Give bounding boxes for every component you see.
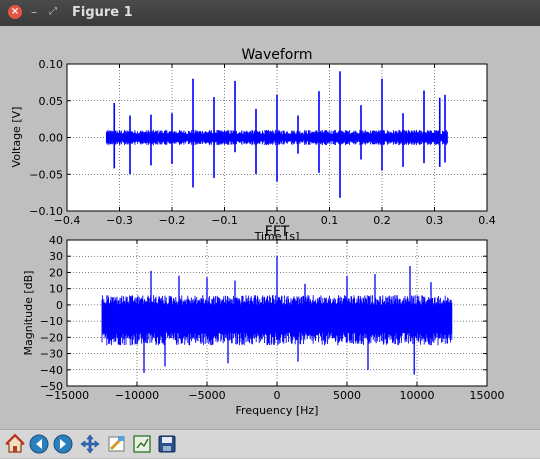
y-tick-label: 0.00 bbox=[39, 132, 64, 145]
fft-series bbox=[101, 256, 453, 375]
y-tick-label: 20 bbox=[49, 266, 63, 279]
y-tick-label: 30 bbox=[49, 250, 63, 263]
subplots-button[interactable] bbox=[131, 433, 153, 455]
home-button[interactable] bbox=[4, 433, 26, 455]
waveform-series bbox=[105, 71, 448, 198]
title-bar: × – ⤢ Figure 1 bbox=[0, 0, 540, 27]
y-tick-label: −30 bbox=[40, 348, 63, 361]
back-button[interactable] bbox=[28, 433, 50, 455]
waveform-ylabel: Voltage [V] bbox=[10, 107, 23, 168]
x-tick-label: −0.4 bbox=[54, 214, 81, 227]
pan-icon bbox=[80, 434, 100, 454]
forward-arrow-icon bbox=[53, 434, 73, 454]
maximize-button[interactable]: ⤢ bbox=[49, 6, 57, 17]
navigation-toolbar bbox=[0, 429, 540, 458]
y-tick-label: 0.10 bbox=[39, 58, 64, 71]
y-tick-label: −40 bbox=[40, 364, 63, 377]
y-tick-label: 0.05 bbox=[39, 95, 64, 108]
close-button[interactable]: × bbox=[8, 5, 22, 19]
x-tick-label: 0.3 bbox=[426, 214, 444, 227]
waveform-axes: −0.4 −0.3 −0.2 −0.1 0.0 0.1 0.2 0.3 0.4 0.10 0.05 0… bbox=[10, 47, 496, 243]
minimize-button[interactable]: – bbox=[31, 5, 37, 19]
x-tick-label: −0.1 bbox=[211, 214, 238, 227]
window-title: Figure 1 bbox=[72, 5, 133, 20]
y-tick-label: −10 bbox=[40, 315, 63, 328]
save-button[interactable] bbox=[156, 433, 178, 455]
save-icon bbox=[158, 435, 176, 453]
x-tick-label: 0.4 bbox=[478, 214, 496, 227]
y-tick-label: −0.05 bbox=[29, 168, 63, 181]
back-arrow-icon bbox=[29, 434, 49, 454]
configure-subplots-icon bbox=[133, 435, 151, 453]
x-tick-label: 0.1 bbox=[321, 214, 339, 227]
x-tick-label: 10000 bbox=[400, 389, 435, 402]
fft-title: FFT bbox=[265, 224, 290, 240]
fft-ylabel: Magnitude [dB] bbox=[22, 271, 35, 356]
x-tick-label: 0.2 bbox=[373, 214, 391, 227]
zoom-button[interactable] bbox=[106, 433, 128, 455]
figure-svg: −0.4 −0.3 −0.2 −0.1 0.0 0.1 0.2 0.3 0.4 0.10 0.05 0… bbox=[10, 47, 505, 417]
pan-button[interactable] bbox=[79, 433, 101, 455]
y-tick-label: −50 bbox=[40, 380, 63, 393]
y-tick-label: −0.10 bbox=[29, 205, 63, 218]
x-tick-label: 0.0 bbox=[268, 214, 286, 227]
fft-xlabel: Frequency [Hz] bbox=[236, 404, 319, 417]
waveform-ticks: −0.4 −0.3 −0.2 −0.1 0.0 0.1 0.2 0.3 0.4 0.10 0.05 0… bbox=[29, 58, 495, 227]
fft-ticks: −15000 −10000 −5000 0 5000 10000 15000 40 30 20 10… bbox=[40, 234, 505, 402]
y-tick-label: 10 bbox=[49, 283, 63, 296]
fft-noise-band bbox=[101, 295, 453, 346]
waveform-noise-band bbox=[105, 129, 448, 146]
x-tick-label: −0.3 bbox=[106, 214, 133, 227]
x-tick-label: −0.2 bbox=[159, 214, 186, 227]
y-tick-label: 40 bbox=[49, 234, 63, 247]
x-tick-label: −5000 bbox=[188, 389, 225, 402]
zoom-icon bbox=[108, 436, 125, 452]
x-tick-label: 0 bbox=[274, 389, 281, 402]
fft-axes: −15000 −10000 −5000 0 5000 10000 15000 40 30 20 10… bbox=[22, 224, 505, 417]
x-tick-label: −10000 bbox=[115, 389, 159, 402]
forward-button[interactable] bbox=[52, 433, 74, 455]
home-icon bbox=[5, 433, 25, 453]
y-tick-label: −20 bbox=[40, 331, 63, 344]
x-tick-label: 15000 bbox=[470, 389, 505, 402]
x-tick-label: −15000 bbox=[45, 389, 89, 402]
figure-canvas[interactable]: −0.4 −0.3 −0.2 −0.1 0.0 0.1 0.2 0.3 0.4 0.10 0.05 0… bbox=[0, 26, 540, 429]
waveform-title: Waveform bbox=[241, 47, 312, 63]
y-tick-label: 0 bbox=[56, 299, 63, 312]
x-tick-label: 5000 bbox=[333, 389, 361, 402]
